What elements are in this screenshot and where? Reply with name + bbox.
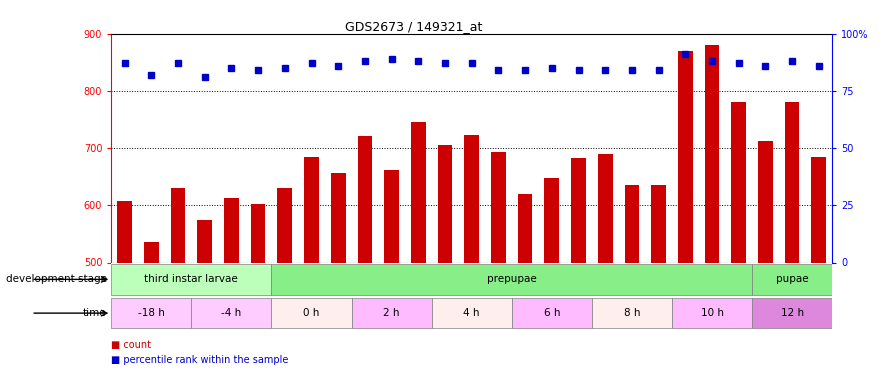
Bar [438,145,452,262]
Bar [358,135,372,262]
Title: GDS2673 / 149321_at: GDS2673 / 149321_at [345,20,482,33]
Bar [352,298,432,328]
Bar [111,298,191,328]
Text: third instar larvae: third instar larvae [144,274,239,284]
Bar [144,243,158,262]
Bar [465,135,479,262]
Bar [198,220,212,262]
Bar [625,185,639,262]
Text: ■ count: ■ count [111,340,151,350]
Text: 8 h: 8 h [624,308,640,318]
Bar [545,178,559,262]
Bar [117,201,132,262]
Bar [432,298,512,328]
Bar [672,298,752,328]
Text: ■ percentile rank within the sample: ■ percentile rank within the sample [111,355,288,365]
Bar [752,264,832,295]
Bar [752,298,832,328]
Text: 2 h: 2 h [384,308,400,318]
Text: 0 h: 0 h [303,308,320,318]
Bar [592,298,672,328]
Text: prepupae: prepupae [487,274,537,284]
Bar [224,198,239,262]
Bar [598,154,612,262]
Bar [111,264,271,295]
Text: pupae: pupae [776,274,808,284]
Bar [304,157,319,262]
Text: -4 h: -4 h [222,308,241,318]
Text: 4 h: 4 h [464,308,480,318]
Bar [512,298,592,328]
Bar [678,51,692,262]
Bar [171,188,185,262]
Bar [518,194,532,262]
Bar [331,173,345,262]
Bar [191,298,271,328]
Bar [651,185,666,262]
Bar [384,170,399,262]
Bar [571,158,586,262]
Text: development stage: development stage [6,274,107,284]
Bar [812,157,826,262]
Bar [251,204,265,262]
Bar [411,122,425,262]
Bar [705,45,719,262]
Bar [271,264,752,295]
Text: time: time [83,308,107,318]
Bar [785,102,799,262]
Bar [758,141,773,262]
Bar [491,152,506,262]
Bar [271,298,352,328]
Text: 12 h: 12 h [781,308,804,318]
Text: 6 h: 6 h [544,308,560,318]
Text: -18 h: -18 h [138,308,165,318]
Text: 10 h: 10 h [700,308,724,318]
Bar [732,102,746,262]
Bar [278,188,292,262]
